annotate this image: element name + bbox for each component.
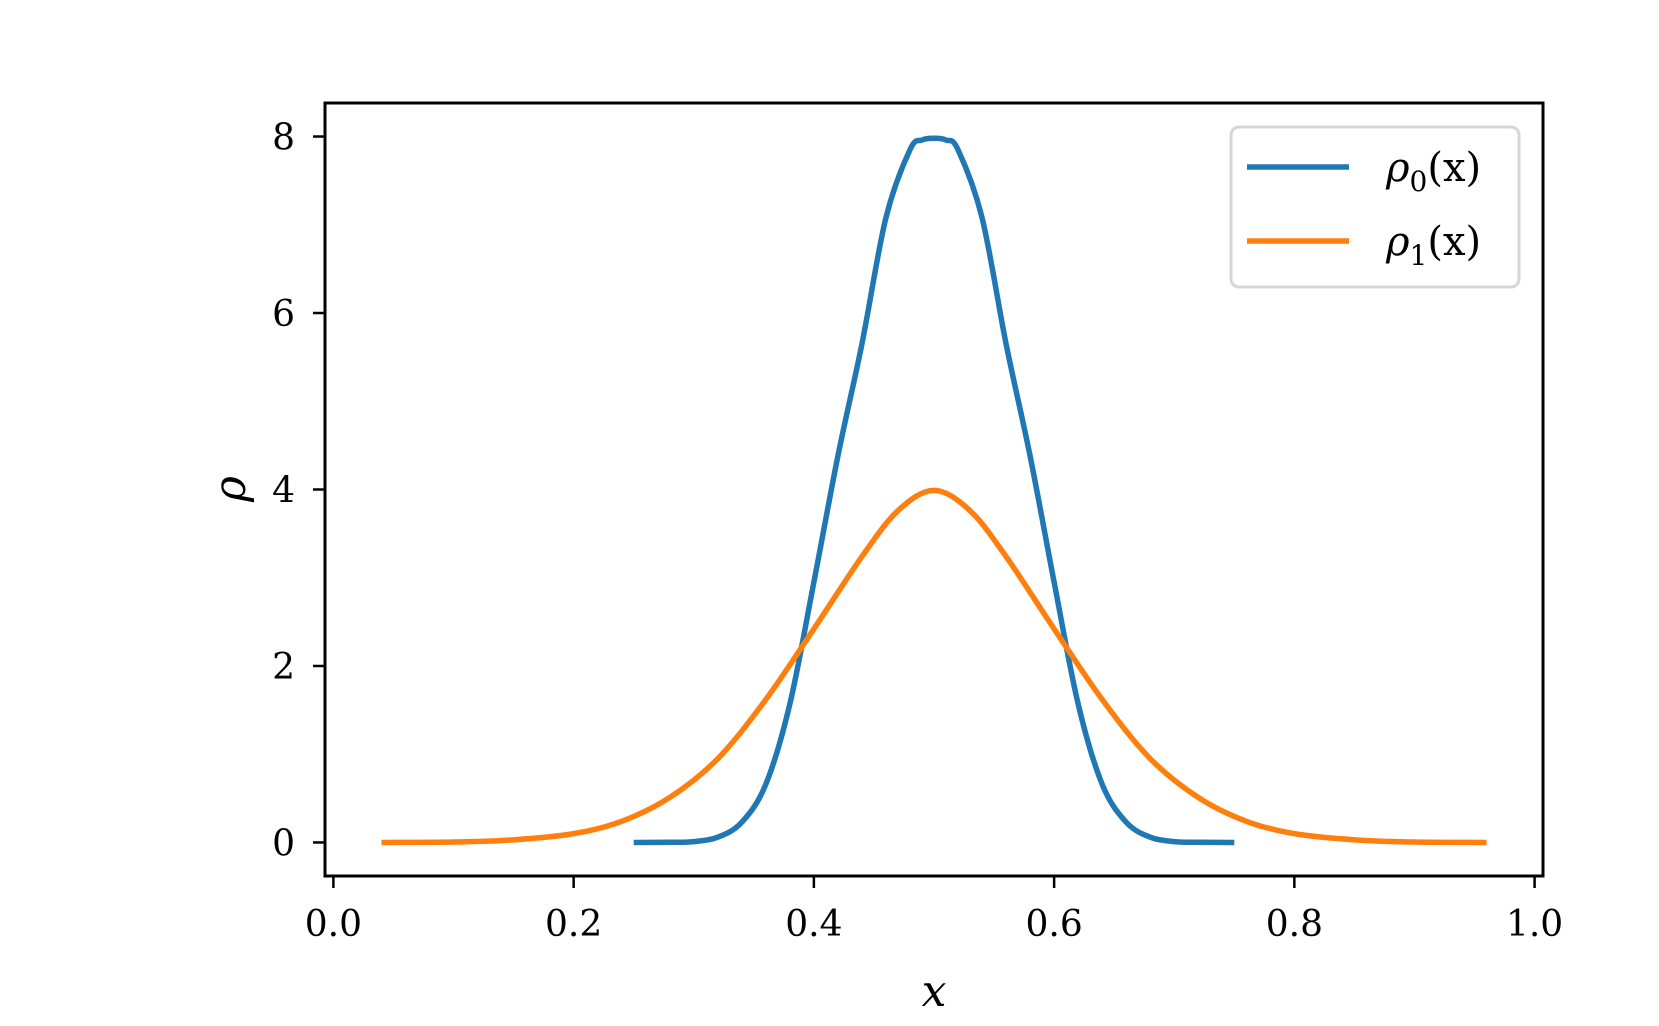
legend-label: ρ0(x) [1385, 145, 1481, 198]
x-axis: 0.0 0.2 0.4 0.6 0.8 1.0 [305, 876, 1563, 945]
y-axis: 0 2 4 6 8 [272, 118, 325, 864]
x-tick-label: 0.8 [1266, 904, 1323, 945]
x-tick-label: 0.0 [305, 904, 362, 945]
y-tick-label: 6 [272, 294, 295, 335]
x-tick-label: 0.2 [545, 904, 602, 945]
x-tick-label: 0.6 [1025, 904, 1082, 945]
y-tick-label: 4 [272, 471, 295, 512]
y-tick-label: 0 [272, 823, 295, 864]
series-line-0 [633, 135, 1235, 846]
legend-label: ρ1(x) [1385, 219, 1481, 272]
x-axis-label: x [922, 966, 947, 1017]
y-tick-label: 2 [272, 647, 295, 688]
x-tick-label: 0.4 [785, 904, 842, 945]
legend: ρ0(x) ρ1(x) [1229, 125, 1521, 289]
series-line-1 [381, 487, 1487, 846]
y-tick-label: 8 [272, 118, 295, 159]
x-tick-label: 1.0 [1506, 904, 1563, 945]
y-axis-label: ρ [205, 476, 256, 503]
series-layer [381, 135, 1487, 846]
